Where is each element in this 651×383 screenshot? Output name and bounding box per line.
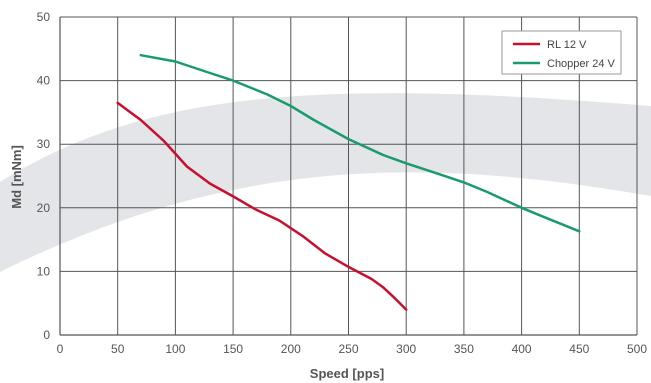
y-tick-label: 40 [37, 74, 51, 88]
x-tick-label: 450 [569, 342, 589, 356]
axes [59, 17, 637, 336]
series-line-chopper-24v [139, 53, 581, 233]
x-tick-label: 0 [57, 342, 64, 356]
y-tick-label: 20 [37, 201, 51, 215]
x-axis-title: Speed [pps] [310, 366, 384, 381]
x-tick-label: 250 [338, 342, 358, 356]
grid [60, 16, 638, 335]
x-tick-label: 150 [223, 342, 243, 356]
x-tick-label: 100 [165, 342, 185, 356]
x-tick-label: 350 [454, 342, 474, 356]
y-tick-label: 30 [37, 137, 51, 151]
series-lines [116, 53, 581, 311]
x-axis-ticks: 0 50 100 150 200 250 300 350 400 450 500 [57, 342, 648, 356]
x-tick-label: 50 [111, 342, 125, 356]
y-tick-label: 50 [37, 10, 51, 24]
gray-operating-band [0, 93, 651, 272]
background-band [0, 93, 651, 272]
x-tick-label: 400 [512, 342, 532, 356]
series-line-rl-12v [116, 101, 408, 311]
y-tick-label: 0 [43, 328, 50, 342]
y-axis-ticks: 0 10 20 30 40 50 [37, 10, 51, 342]
legend: RL 12 V Chopper 24 V [501, 30, 622, 75]
y-axis-title: Md [mNm] [9, 145, 24, 209]
x-tick-label: 300 [396, 342, 416, 356]
legend-label-chopper-24v: Chopper 24 V [547, 58, 616, 70]
legend-box [501, 30, 622, 75]
legend-label-rl-12v: RL 12 V [547, 39, 587, 51]
x-tick-label: 500 [627, 342, 647, 356]
y-tick-label: 10 [37, 264, 51, 278]
x-tick-label: 200 [281, 342, 301, 356]
